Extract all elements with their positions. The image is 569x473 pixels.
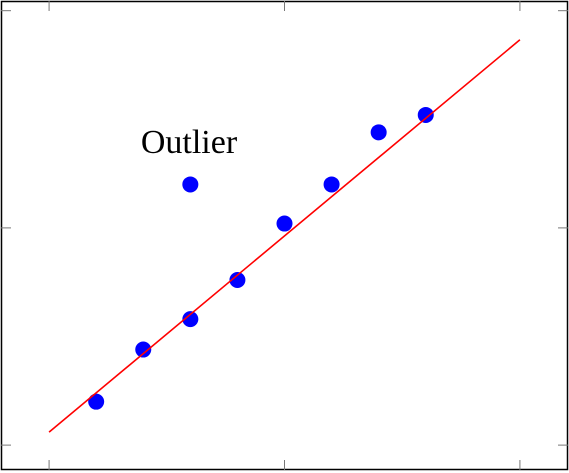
fit-line xyxy=(48,39,521,433)
data-point xyxy=(182,311,199,328)
data-point xyxy=(135,341,152,358)
data-point xyxy=(88,393,105,410)
data-point xyxy=(323,176,340,193)
data-point xyxy=(229,272,246,289)
data-point xyxy=(417,106,434,123)
data-point xyxy=(182,176,199,193)
data-point xyxy=(276,215,293,232)
data-point xyxy=(370,124,387,141)
annotation: Outlier xyxy=(141,124,238,161)
